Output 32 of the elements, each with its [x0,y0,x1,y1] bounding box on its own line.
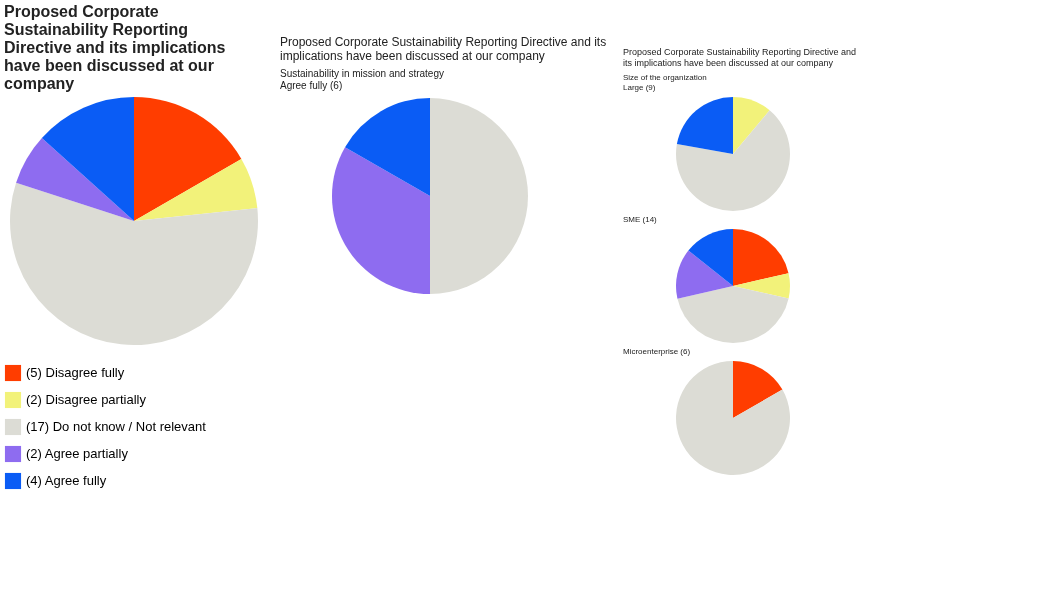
legend-label: (2) Disagree partially [26,392,147,407]
legend-label: (4) Agree fully [26,473,107,488]
chart-title: Proposed Corporate Sustainability Reporting Directive and its implications have been discussed at our company [4,3,226,92]
chart-subtitle: Sustainability in mission and strategy [280,68,444,79]
pie-slice [733,361,783,418]
pie-slice [676,110,790,211]
pie-slice [733,273,790,299]
chart-title: Proposed Corporate Sustainability Reporting Directive and its implications have been discussed at our company [280,35,607,63]
chart-title: Proposed Corporate Sustainability Reporting Directive and its implications have been discussed at our company [623,47,857,68]
pie-slice [676,361,790,475]
pie-slice [10,182,258,345]
text: Agree fully (6) [280,80,343,91]
pie-slice [332,147,430,294]
pie-slice [688,229,733,286]
chart-subtitle: Size of the organization [623,73,707,82]
pie-slice [41,97,134,221]
pie-slice [676,250,733,299]
pie-slice [16,138,134,221]
pie-slice [430,98,528,294]
pie-slice [676,97,733,154]
legend-label: (2) Agree partially [26,446,129,461]
pie-slice [733,229,789,286]
pie-slice [677,286,789,343]
legend-label: (17) Do not know / Not relevant [26,419,207,434]
text: Large (9) [623,83,656,92]
chart-title: Microenterprise (6) [623,347,691,356]
pie-slice [134,97,242,221]
chart-title: SME (14) [623,215,658,224]
legend-label: (5) Disagree fully [26,365,125,380]
pie-slice [733,97,770,154]
pie-slice [134,159,258,221]
pie-slice [345,98,430,196]
